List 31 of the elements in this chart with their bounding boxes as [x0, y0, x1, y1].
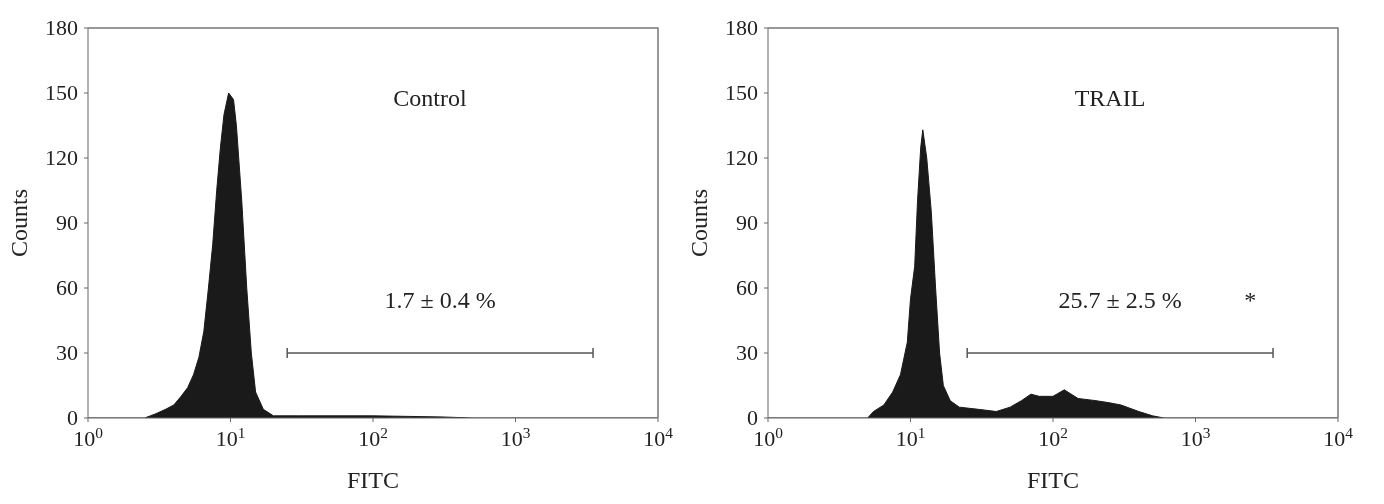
y-tick-label: 150: [725, 80, 758, 105]
annotation: 1.7 ± 0.4 %: [384, 287, 496, 313]
x-tick-label: 10$^{2}$: [1038, 423, 1068, 451]
y-tick-label: 60: [56, 275, 78, 300]
x-tick-label: 10$^{2}$: [358, 423, 388, 451]
x-axis-title: FITC: [346, 467, 400, 493]
x-tick-label: 10$^{4}$: [1323, 423, 1354, 451]
y-tick-label: 30: [56, 340, 78, 365]
x-tick-label: 10$^{1}$: [215, 423, 246, 451]
y-tick-label: 150: [45, 80, 78, 105]
x-tick-label: 10$^{4}$: [643, 423, 674, 451]
x-tick-label: 10$^{3}$: [500, 423, 531, 451]
x-tick-label: 10$^{3}$: [1180, 423, 1211, 451]
y-axis-title: Counts: [685, 188, 712, 258]
y-axis-title: Counts: [5, 188, 32, 258]
y-tick-label: 120: [725, 145, 758, 170]
text: TRAIL: [1074, 85, 1146, 111]
y-tick-label: 30: [736, 340, 758, 365]
annotation: 25.7 ± 2.5 %: [1058, 287, 1182, 313]
x-axis-title: FITC: [1026, 467, 1080, 493]
y-tick-label: 120: [45, 145, 78, 170]
y-tick-label: 90: [736, 210, 758, 235]
y-tick-label: 180: [725, 15, 758, 40]
y-tick-label: 180: [45, 15, 78, 40]
x-tick-label: 10$^{1}$: [895, 423, 926, 451]
annotation: *: [1244, 287, 1257, 313]
y-tick-label: 60: [736, 275, 758, 300]
y-tick-label: 0: [747, 405, 758, 430]
y-tick-label: 90: [56, 210, 78, 235]
y-tick-label: 0: [67, 405, 78, 430]
text: Control: [393, 85, 467, 111]
